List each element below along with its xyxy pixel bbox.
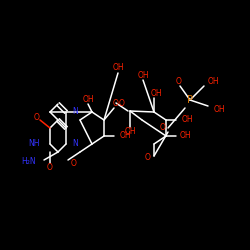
Text: O: O [113,98,119,108]
Text: N: N [72,140,78,148]
Text: O: O [119,100,125,108]
Text: OH: OH [82,96,94,104]
Text: O: O [34,112,40,122]
Text: O: O [176,76,182,86]
Text: H₂N: H₂N [22,158,36,166]
Text: OH: OH [208,78,220,86]
Text: OH: OH [182,116,194,124]
Text: O: O [145,152,151,162]
Text: NH: NH [28,140,40,148]
Text: OH: OH [137,70,149,80]
Text: N: N [72,108,78,116]
Text: OH: OH [124,128,136,136]
Text: O: O [47,162,53,172]
Text: OH: OH [150,90,162,98]
Text: P: P [187,95,193,105]
Text: O: O [160,124,166,132]
Text: OH: OH [180,132,192,140]
Text: OH: OH [112,64,124,72]
Text: OH: OH [120,132,132,140]
Text: O: O [71,158,77,168]
Text: OH: OH [214,104,226,114]
